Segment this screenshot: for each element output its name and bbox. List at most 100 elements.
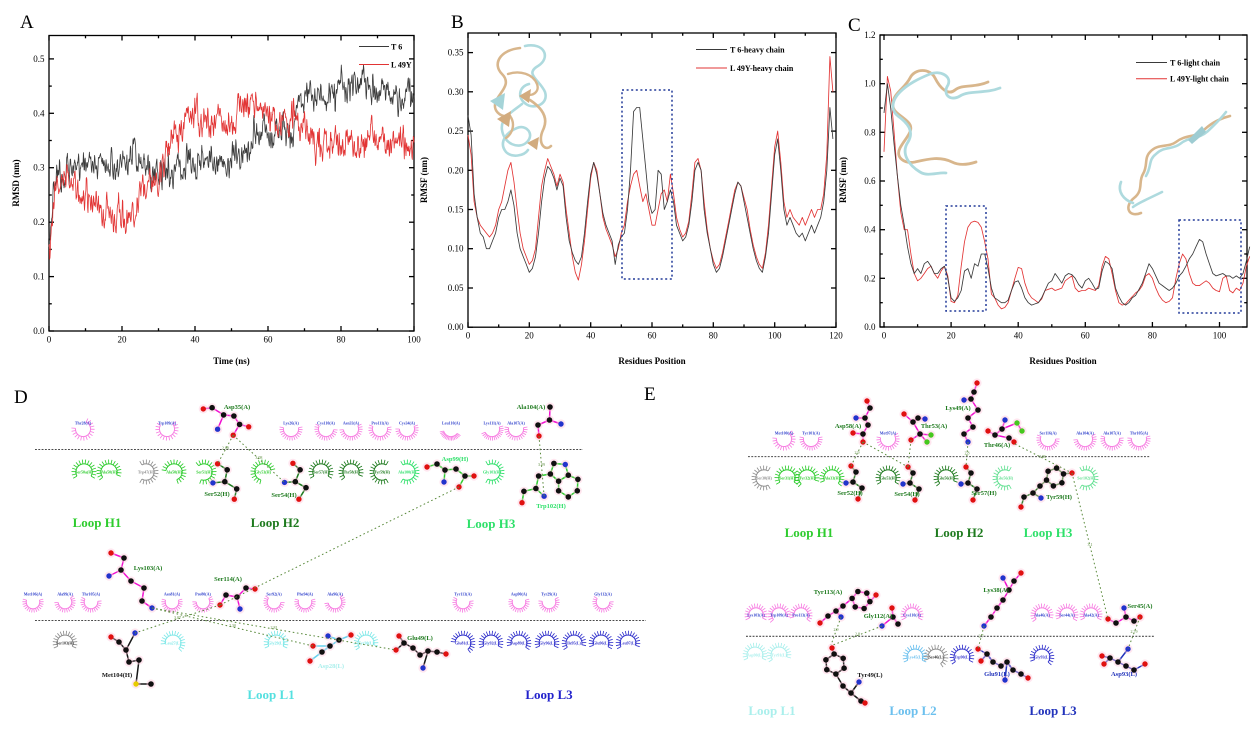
svg-text:2.88: 2.88	[222, 446, 229, 451]
svg-text:0.2: 0.2	[33, 217, 44, 227]
svg-text:Glu96(L): Glu96(L)	[593, 641, 609, 646]
svg-text:Tyr30(L): Tyr30(L)	[358, 641, 374, 646]
svg-text:Ser54(H): Ser54(H)	[894, 491, 919, 498]
svg-text:Residues Position: Residues Position	[618, 356, 685, 366]
svg-text:Loop L3: Loop L3	[525, 687, 573, 702]
svg-text:Ala46(A): Ala46(A)	[1034, 613, 1050, 618]
svg-text:2.8: 2.8	[855, 632, 860, 637]
svg-text:Ala50(H): Ala50(H)	[166, 470, 182, 475]
svg-text:100: 100	[768, 331, 782, 341]
svg-text:Ser44(A): Ser44(A)	[1059, 613, 1075, 618]
svg-text:20: 20	[947, 331, 957, 341]
svg-text:Ser57(H): Ser57(H)	[313, 470, 329, 475]
svg-text:2.7: 2.7	[979, 634, 984, 639]
svg-text:C: C	[848, 15, 861, 36]
svg-text:80: 80	[709, 331, 719, 341]
svg-text:RMSF (nm): RMSF (nm)	[838, 157, 848, 203]
svg-text:Lys103(A): Lys103(A)	[134, 565, 163, 572]
svg-text:Trp47(H): Trp47(H)	[138, 470, 155, 475]
svg-text:Loop L3: Loop L3	[1029, 703, 1077, 718]
svg-text:0.15: 0.15	[448, 205, 464, 215]
svg-text:T 6-heavy chain: T 6-heavy chain	[730, 46, 785, 55]
svg-text:0.20: 0.20	[448, 165, 464, 175]
svg-text:40: 40	[1014, 331, 1024, 341]
svg-text:3.07: 3.07	[174, 615, 181, 620]
svg-text:80: 80	[337, 335, 347, 345]
svg-text:Glu49(L): Glu49(L)	[407, 635, 433, 642]
svg-text:Glu91(L): Glu91(L)	[984, 671, 1010, 678]
svg-text:Tyr32(H): Tyr32(H)	[799, 476, 816, 481]
svg-text:Leu97(L): Leu97(L)	[620, 641, 637, 646]
svg-text:0.1: 0.1	[33, 272, 44, 282]
svg-text:1.2: 1.2	[864, 30, 875, 40]
svg-text:T 6: T 6	[391, 43, 402, 52]
svg-text:Ser31(H): Ser31(H)	[779, 476, 795, 481]
svg-text:Tyr101(A): Tyr101(A)	[802, 431, 820, 436]
svg-text:Gly96(L): Gly96(L)	[539, 641, 555, 646]
svg-text:2.81: 2.81	[271, 625, 278, 630]
svg-text:Ala99(A): Ala99(A)	[57, 592, 73, 597]
svg-text:120: 120	[829, 331, 843, 341]
svg-text:Ser103(H): Ser103(H)	[56, 641, 74, 646]
svg-text:Lys26(A): Lys26(A)	[283, 421, 299, 426]
svg-text:Met104(H): Met104(H)	[102, 672, 132, 679]
svg-text:Gly112(A): Gly112(A)	[594, 592, 612, 597]
svg-text:Loop L2: Loop L2	[889, 703, 936, 718]
svg-text:Trp102(H): Trp102(H)	[536, 503, 566, 510]
svg-text:Ser50a(H): Ser50a(H)	[75, 470, 93, 475]
svg-text:Tyr59(H): Tyr59(H)	[374, 470, 391, 475]
svg-text:E: E	[644, 384, 656, 405]
svg-text:D: D	[14, 387, 28, 408]
svg-text:Ala96(A): Ala96(A)	[327, 592, 343, 597]
svg-text:Glu53(H): Glu53(H)	[880, 476, 897, 481]
svg-text:2.8: 2.8	[965, 451, 970, 456]
svg-text:2.79: 2.79	[1131, 629, 1138, 634]
svg-text:80: 80	[1148, 331, 1158, 341]
svg-text:Phe94(A): Phe94(A)	[297, 592, 314, 597]
svg-text:0.30: 0.30	[448, 87, 464, 97]
svg-text:2.9: 2.9	[834, 627, 839, 632]
svg-text:Ile95(L): Ile95(L)	[567, 641, 581, 646]
svg-text:Loop H3: Loop H3	[467, 516, 516, 531]
svg-text:Thr53(A): Thr53(A)	[921, 423, 947, 430]
svg-text:0: 0	[47, 335, 52, 345]
svg-text:Ala104(A): Ala104(A)	[1076, 431, 1094, 436]
svg-text:Glu56(H): Glu56(H)	[997, 476, 1014, 481]
svg-text:Met100(A): Met100(A)	[775, 431, 794, 436]
svg-text:Time (ns): Time (ns)	[213, 356, 250, 366]
svg-text:0.8: 0.8	[864, 127, 876, 137]
svg-text:RMSD (nm): RMSD (nm)	[11, 159, 21, 206]
svg-text:0.0: 0.0	[33, 326, 45, 336]
svg-text:Lys111(A): Lys111(A)	[483, 421, 501, 426]
svg-text:2.30: 2.30	[229, 623, 236, 628]
svg-text:Pro111(A): Pro111(A)	[371, 421, 389, 426]
svg-text:Thr46(A): Thr46(A)	[984, 442, 1010, 449]
svg-text:Loop L1: Loop L1	[748, 703, 795, 718]
svg-text:Met97(A): Met97(A)	[880, 431, 897, 436]
svg-text:Asn81(A): Asn81(A)	[164, 592, 181, 597]
svg-text:Ser30(H): Ser30(H)	[756, 476, 772, 481]
svg-text:Tyr113(A): Tyr113(A)	[454, 592, 472, 597]
svg-text:1.0: 1.0	[864, 79, 876, 89]
svg-text:Loop H2: Loop H2	[251, 515, 300, 530]
svg-text:100: 100	[407, 335, 421, 345]
svg-text:3.09: 3.09	[538, 462, 545, 467]
svg-text:Ala107(A): Ala107(A)	[507, 421, 525, 426]
svg-text:0.6: 0.6	[864, 176, 876, 186]
svg-text:0.2: 0.2	[864, 273, 875, 283]
svg-text:60: 60	[264, 335, 274, 345]
svg-text:Asp90(L): Asp90(L)	[747, 653, 764, 658]
svg-text:20: 20	[525, 331, 535, 341]
svg-text:Met106(A): Met106(A)	[24, 592, 43, 597]
svg-text:60: 60	[648, 331, 658, 341]
svg-text:Gly29(L): Gly29(L)	[268, 641, 284, 646]
svg-text:Tyr49(L): Tyr49(L)	[857, 672, 882, 679]
svg-text:Loop L1: Loop L1	[247, 687, 294, 702]
svg-text:L 49Y: L 49Y	[391, 61, 412, 70]
svg-text:Ser54(H): Ser54(H)	[271, 492, 296, 499]
svg-text:3.08: 3.08	[255, 455, 262, 460]
svg-text:0.0: 0.0	[864, 322, 876, 332]
svg-text:Leu27(L): Leu27(L)	[165, 641, 182, 646]
svg-text:Asp28(L): Asp28(L)	[318, 663, 344, 670]
svg-text:Ser114(A): Ser114(A)	[214, 576, 242, 583]
